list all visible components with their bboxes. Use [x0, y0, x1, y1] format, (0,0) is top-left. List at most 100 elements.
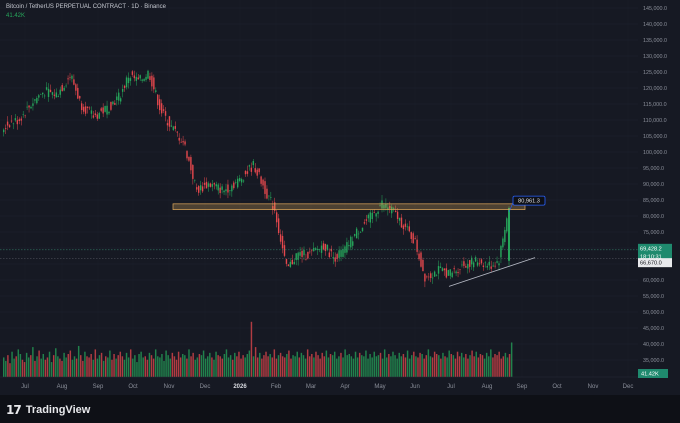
volume-bar — [219, 356, 221, 377]
callout-box — [512, 195, 546, 206]
volume-bar — [98, 355, 101, 377]
volume-bar — [125, 352, 128, 377]
volume-bar — [229, 355, 232, 377]
volume-bar — [365, 350, 367, 377]
volume-bar — [217, 355, 219, 377]
candle-body — [190, 157, 192, 171]
candle-body — [139, 75, 141, 79]
time-tick-label: 2026 — [233, 384, 247, 390]
volume-bar — [331, 355, 334, 377]
price-chart[interactable]: 80,961.3 35,000.0 40,000.0 45,000.0 50,000.… — [0, 0, 680, 395]
volume-bar — [244, 357, 246, 377]
callout-leader — [508, 202, 514, 213]
tradingview-logo-icon: 17 — [6, 403, 22, 417]
volume-bar — [371, 357, 373, 377]
volume-bar — [250, 321, 253, 377]
volume-bar — [27, 357, 30, 377]
candle-body — [274, 202, 276, 211]
candle-body — [3, 129, 5, 133]
volume-bar — [315, 351, 317, 377]
volume-bar — [157, 356, 159, 377]
candle-body — [145, 76, 147, 80]
candle-body — [53, 94, 56, 96]
candle-body — [502, 238, 504, 248]
volume-bar — [169, 358, 171, 377]
volume-bar — [321, 352, 323, 377]
candle-body — [178, 137, 180, 141]
volume-bar — [379, 352, 382, 377]
volume-bar — [340, 352, 342, 377]
volume-bar — [94, 349, 97, 377]
candle-body — [196, 187, 198, 190]
candle-body — [102, 107, 104, 114]
candle-body — [297, 252, 299, 260]
volume-bar — [502, 356, 505, 377]
candle-body — [303, 249, 305, 256]
volume-bar — [433, 351, 436, 377]
volume-bar — [96, 358, 99, 377]
candle-body — [315, 248, 317, 250]
volume-bar — [317, 355, 319, 377]
volume-bar — [46, 357, 49, 377]
candle-body — [223, 190, 225, 193]
candle-body — [408, 226, 410, 232]
candle-body — [369, 212, 371, 223]
candle-body — [174, 126, 176, 129]
volume-bar — [452, 355, 455, 377]
volume-bar — [354, 351, 357, 377]
candle-body — [221, 186, 223, 190]
volume-bar — [469, 355, 471, 377]
volume-bar — [121, 356, 124, 377]
candle-body — [55, 92, 58, 98]
volume-bar — [32, 347, 34, 377]
candle-body — [59, 89, 61, 95]
candle-body — [194, 179, 196, 181]
volume-bar — [134, 355, 136, 377]
candle-body — [108, 111, 110, 114]
candle-body — [393, 208, 395, 210]
volume-bar — [113, 354, 115, 377]
candle-body — [188, 156, 190, 161]
candle-body — [233, 182, 235, 189]
candle-body — [359, 231, 362, 233]
volume-bar — [55, 348, 57, 377]
volume-bar — [352, 358, 355, 377]
volume-bar — [179, 357, 182, 377]
volume-bar — [488, 356, 490, 377]
price-axis[interactable]: 35,000.0 40,000.0 45,000.0 50,000.0 55,000.0… — [638, 0, 680, 395]
volume-bar — [11, 351, 13, 377]
chart-area[interactable]: 80,961.3 35,000.0 40,000.0 45,000.0 50,000.… — [0, 0, 680, 395]
price-tick-label: 125,000.0 — [643, 70, 667, 76]
candle-body — [443, 268, 446, 271]
last-price-badge: 69,428.2 — [640, 246, 662, 252]
volume-bar — [367, 358, 369, 377]
candle-body — [467, 263, 469, 269]
time-axis[interactable]: Jul Aug Sep Oct Nov Dec 2026 Feb Mar Apr May Jun Jul… — [0, 376, 638, 390]
candle-body — [217, 184, 219, 191]
candle-body — [10, 120, 13, 122]
volume-bar — [363, 356, 365, 377]
candle-body — [432, 277, 434, 279]
volume-bar — [381, 358, 384, 377]
tradingview-logo[interactable]: 17 TradingView — [6, 403, 90, 417]
candle-body — [199, 185, 202, 191]
volume-bar — [159, 357, 161, 377]
candle-body — [334, 257, 336, 262]
candle-body — [472, 262, 475, 268]
candle-body — [471, 257, 473, 265]
candle-body — [412, 233, 414, 244]
volume-bar — [123, 359, 126, 377]
candle-body — [433, 271, 436, 277]
candle-body — [69, 77, 71, 78]
candle-body — [377, 211, 379, 214]
candle-body — [494, 265, 496, 267]
volume-bar — [444, 356, 446, 377]
volume-bar — [86, 356, 88, 377]
candle-body — [86, 106, 89, 108]
candle-body — [311, 250, 313, 252]
candle-body — [354, 234, 356, 236]
symbol-title[interactable]: Bitcoin / TetherUS PERPETUAL CONTRACT · … — [6, 4, 166, 10]
candle-body — [38, 95, 40, 98]
volume-bar — [463, 357, 465, 377]
candle-body — [402, 225, 405, 230]
